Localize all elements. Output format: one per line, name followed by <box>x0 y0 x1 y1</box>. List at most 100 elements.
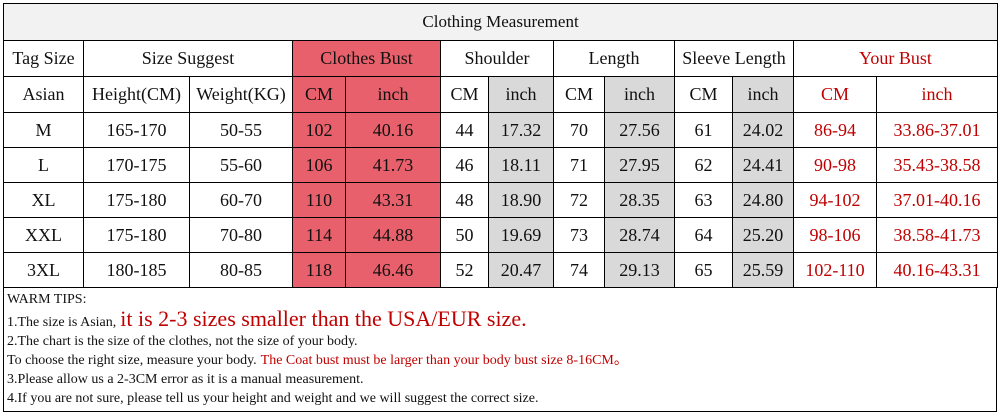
cell: 63 <box>674 182 733 218</box>
tips: WARM TIPS: 1.The size is Asian, it is 2-3 … <box>3 288 997 412</box>
data-row: XL 175-180 60-70 110 43.31 48 18.90 72 28.35 63 24… <box>3 182 999 218</box>
cell: 24.80 <box>732 182 794 218</box>
tip-emphasis: it is 2-3 sizes smaller than the USA/EUR… <box>120 306 527 331</box>
header-cell: Tag Size <box>3 40 84 77</box>
cell: 102 <box>292 112 346 148</box>
header-cell: Length <box>553 40 675 77</box>
tip-text: 1.The size is Asian, <box>7 315 117 330</box>
tip-text: 4.If you are not sure, please tell us yo… <box>7 391 539 406</box>
cell: 71 <box>553 147 605 183</box>
cell: 44.88 <box>345 217 441 253</box>
cell: 17.32 <box>488 112 554 148</box>
subheader-cell: inch <box>875 76 999 113</box>
subheader-row: Asian Height(CM) Weight(KG) CM inch CM inch CM i… <box>3 76 999 113</box>
tip-emphasis: The Coat bust must be larger than your b… <box>260 353 628 368</box>
header-cell: Clothes Bust <box>292 40 441 77</box>
cell: 25.20 <box>732 217 794 253</box>
cell: 18.11 <box>488 147 554 183</box>
cell: 175-180 <box>83 182 190 218</box>
cell: 60-70 <box>189 182 293 218</box>
tip-line: To choose the right size, measure your b… <box>7 351 993 370</box>
cell: 27.95 <box>604 147 675 183</box>
subheader-cell: Asian <box>3 76 84 113</box>
cell: 40.16-43.31 <box>875 252 999 288</box>
table-title: Clothing Measurement <box>2 3 999 41</box>
cell: 25.59 <box>732 252 794 288</box>
cell: 46 <box>440 147 489 183</box>
cell: 24.41 <box>732 147 794 183</box>
size-table: Clothing Measurement Tag Size Size Suggest… <box>2 3 999 288</box>
header-cell: Sleeve Length <box>674 40 794 77</box>
cell: 94-102 <box>793 182 877 218</box>
cell: 24.02 <box>732 112 794 148</box>
cell: 175-180 <box>83 217 190 253</box>
cell: 48 <box>440 182 489 218</box>
cell: 50-55 <box>189 112 293 148</box>
tip-text: To choose the right size, measure your b… <box>7 353 257 368</box>
header-cell: Size Suggest <box>83 40 293 77</box>
page: Clothing Measurement Tag Size Size Suggest… <box>2 3 999 412</box>
cell: 70 <box>553 112 605 148</box>
subheader-cell: inch <box>488 76 554 113</box>
data-row: M 165-170 50-55 102 40.16 44 17.32 70 27.56 61 24.… <box>3 112 999 148</box>
cell: 70-80 <box>189 217 293 253</box>
cell: 110 <box>292 182 346 218</box>
cell: 114 <box>292 217 346 253</box>
tip-line: 2.The chart is the size of the clothes, … <box>7 332 993 351</box>
cell: M <box>3 112 84 148</box>
cell: 74 <box>553 252 605 288</box>
cell: 28.74 <box>604 217 675 253</box>
cell: 41.73 <box>345 147 441 183</box>
cell: 118 <box>292 252 346 288</box>
cell: XXL <box>3 217 84 253</box>
cell: 165-170 <box>83 112 190 148</box>
subheader-cell: inch <box>732 76 794 113</box>
cell: 27.56 <box>604 112 675 148</box>
cell: 180-185 <box>83 252 190 288</box>
cell: 28.35 <box>604 182 675 218</box>
tips-heading: WARM TIPS: <box>7 292 87 307</box>
cell: 3XL <box>3 252 84 288</box>
subheader-cell: inch <box>345 76 441 113</box>
cell: 52 <box>440 252 489 288</box>
header-cell: Shoulder <box>440 40 554 77</box>
tip-text: 2.The chart is the size of the clothes, … <box>7 334 358 349</box>
tip-line: 3.Please allow us a 2-3CM error as it is… <box>7 370 993 389</box>
cell: 43.31 <box>345 182 441 218</box>
cell: 86-94 <box>793 112 877 148</box>
cell: 19.69 <box>488 217 554 253</box>
cell: 35.43-38.58 <box>875 147 999 183</box>
cell: 102-110 <box>793 252 877 288</box>
cell: 61 <box>674 112 733 148</box>
subheader-cell: Height(CM) <box>83 76 190 113</box>
cell: 90-98 <box>793 147 877 183</box>
cell: 98-106 <box>793 217 877 253</box>
subheader-cell: inch <box>604 76 675 113</box>
cell: 44 <box>440 112 489 148</box>
header-row: Tag Size Size Suggest Clothes Bust Shoulder… <box>3 40 999 77</box>
cell: 55-60 <box>189 147 293 183</box>
cell: 170-175 <box>83 147 190 183</box>
subheader-cell: CM <box>292 76 346 113</box>
tip-text: 3.Please allow us a 2-3CM error as it is… <box>7 372 364 387</box>
cell: 20.47 <box>488 252 554 288</box>
subheader-cell: CM <box>553 76 605 113</box>
cell: 80-85 <box>189 252 293 288</box>
cell: 33.86-37.01 <box>875 112 999 148</box>
cell: 62 <box>674 147 733 183</box>
cell: 65 <box>674 252 733 288</box>
cell: 29.13 <box>604 252 675 288</box>
cell: 64 <box>674 217 733 253</box>
cell: 46.46 <box>345 252 441 288</box>
cell: 50 <box>440 217 489 253</box>
header-cell: Your Bust <box>792 40 999 77</box>
subheader-cell: CM <box>674 76 733 113</box>
tip-line: 4.If you are not sure, please tell us yo… <box>7 389 993 408</box>
data-row: XXL 175-180 70-80 114 44.88 50 19.69 73 28.74 64 2… <box>3 217 999 253</box>
cell: 37.01-40.16 <box>875 182 999 218</box>
cell: 72 <box>553 182 605 218</box>
data-row: L 170-175 55-60 106 41.73 46 18.11 71 27.95 62 24.… <box>3 147 999 183</box>
cell: XL <box>3 182 84 218</box>
cell: L <box>3 147 84 183</box>
cell: 38.58-41.73 <box>875 217 999 253</box>
